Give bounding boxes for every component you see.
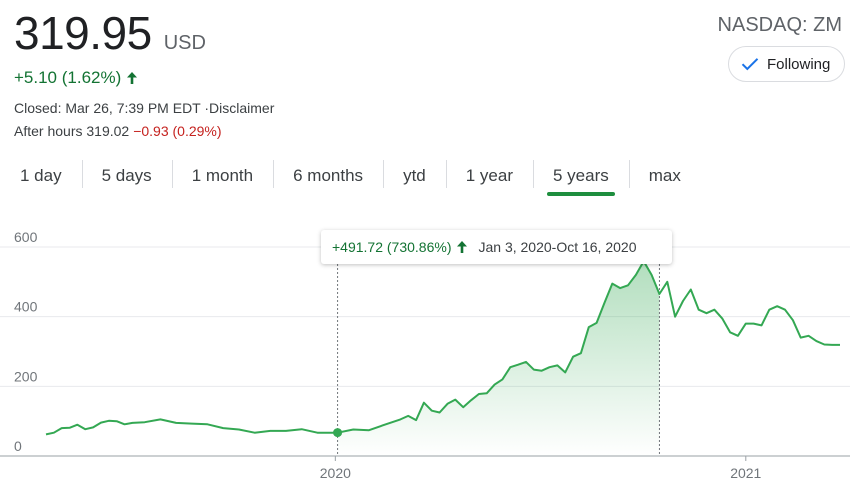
tooltip-change: +491.72 (730.86%) (332, 239, 452, 255)
tab-ytd[interactable]: ytd (383, 158, 446, 194)
x-tick-label: 2021 (730, 465, 761, 481)
y-tick-label: 400 (14, 299, 38, 315)
y-tick-label: 600 (14, 229, 38, 245)
following-button[interactable]: Following (728, 46, 845, 82)
current-price: 319.95 (14, 7, 152, 59)
ticker-symbol: NASDAQ: ZM (717, 14, 842, 36)
tab-max[interactable]: max (628, 158, 701, 194)
selection-area-fill (337, 261, 660, 456)
arrow-up-icon (457, 241, 468, 253)
range-tooltip: +491.72 (730.86%) Jan 3, 2020-Oct 16, 20… (321, 230, 672, 264)
tab-5-days[interactable]: 5 days (81, 158, 172, 194)
y-tick-label: 0 (14, 438, 22, 454)
price-row: 319.95 USD (14, 6, 206, 60)
x-tick-label: 2020 (320, 465, 351, 481)
y-tick-label: 200 (14, 368, 38, 384)
tab-1-month[interactable]: 1 month (171, 158, 273, 194)
price-change-row: +5.10 (1.62%) (14, 68, 138, 88)
tab-6-months[interactable]: 6 months (273, 158, 383, 194)
check-icon (741, 58, 759, 71)
market-status: Closed: Mar 26, 7:39 PM EDT ·Disclaimer (14, 100, 275, 116)
price-series-line (45, 260, 840, 436)
tab-1-year[interactable]: 1 year (445, 158, 533, 194)
price-chart[interactable]: 0 200 400 600 2020 2021 (0, 200, 850, 495)
after-hours-price: After hours 319.02 (14, 123, 130, 139)
currency-label: USD (163, 32, 206, 54)
selection-start-point (333, 428, 343, 438)
following-label: Following (767, 55, 831, 73)
after-hours-row: After hours 319.02 −0.93 (0.29%) (14, 123, 222, 139)
arrow-up-icon (127, 72, 138, 84)
x-axis-ticks: 2020 2021 (320, 456, 762, 481)
tab-1-day[interactable]: 1 day (20, 166, 62, 185)
after-hours-change: −0.93 (0.29%) (133, 123, 222, 139)
tooltip-date-range: Jan 3, 2020-Oct 16, 2020 (478, 239, 637, 255)
y-axis-ticks: 0 200 400 600 (14, 229, 38, 454)
price-change: +5.10 (1.62%) (14, 68, 122, 87)
time-range-tabs: 1 day 5 days 1 month 6 months ytd 1 year… (0, 158, 701, 196)
tab-5-years[interactable]: 5 years (533, 158, 629, 196)
